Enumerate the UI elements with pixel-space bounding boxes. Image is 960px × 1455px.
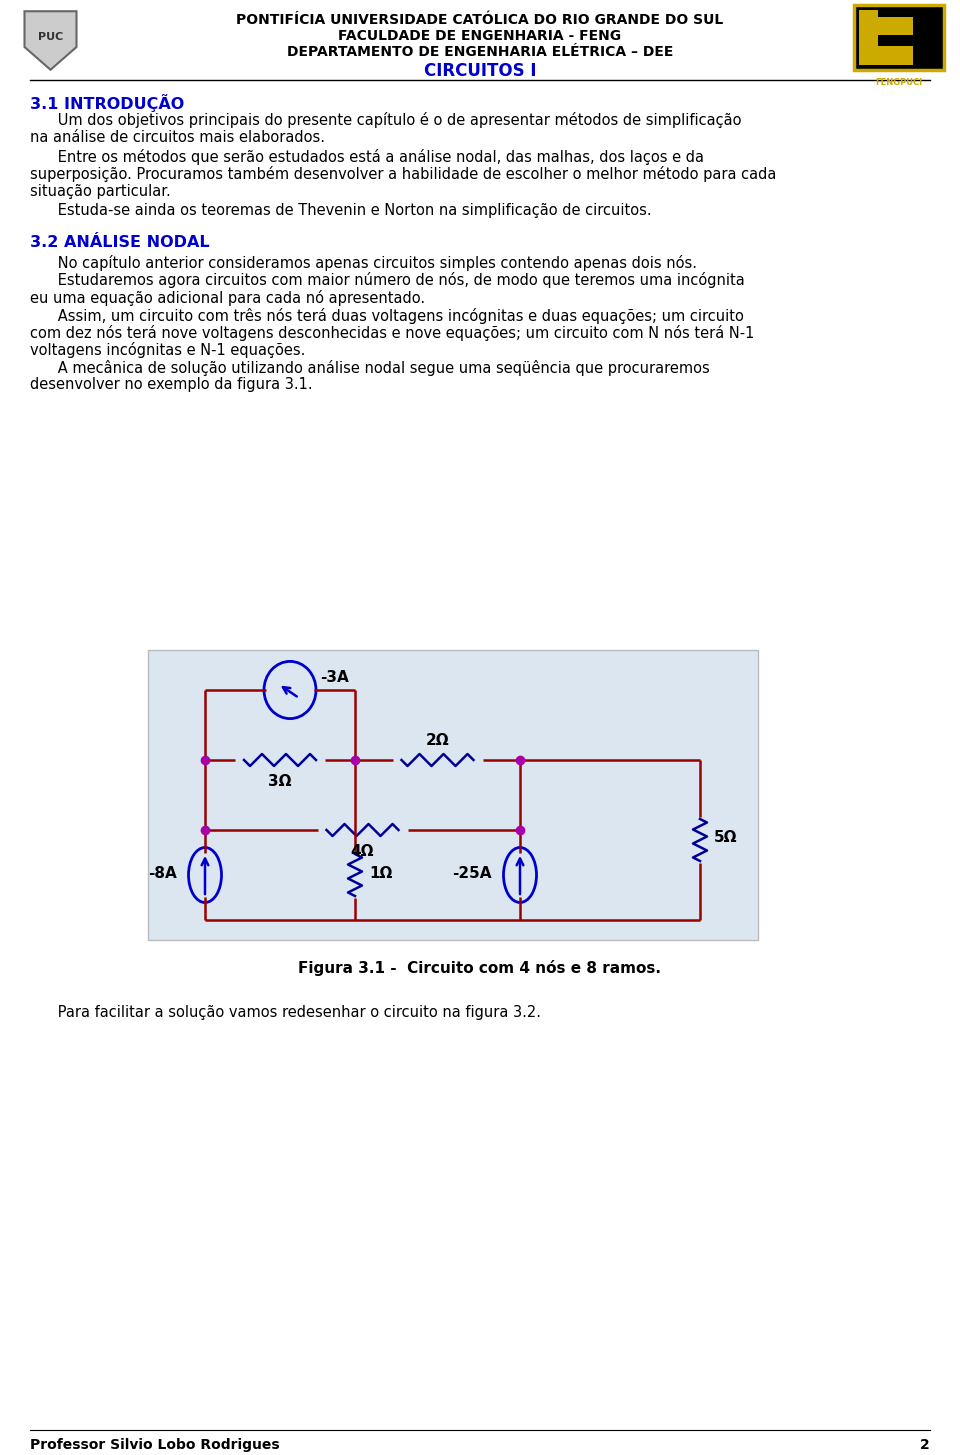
Text: 3.1 INTRODUÇÃO: 3.1 INTRODUÇÃO (30, 95, 184, 112)
Text: Um dos objetivos principais do presente capítulo é o de apresentar métodos de si: Um dos objetivos principais do presente … (30, 112, 741, 128)
Text: Estuda-se ainda os teoremas de Thevenin e Norton na simplificação de circuitos.: Estuda-se ainda os teoremas de Thevenin … (30, 204, 652, 218)
Text: -3A: -3A (320, 669, 348, 684)
Text: No capítulo anterior consideramos apenas circuitos simples contendo apenas dois : No capítulo anterior consideramos apenas… (30, 255, 697, 271)
Text: Para facilitar a solução vamos redesenhar o circuito na figura 3.2.: Para facilitar a solução vamos redesenha… (30, 1005, 541, 1020)
Text: Estudaremos agora circuitos com maior número de nós, de modo que teremos uma inc: Estudaremos agora circuitos com maior nú… (30, 272, 745, 288)
Text: Professor Silvio Lobo Rodrigues: Professor Silvio Lobo Rodrigues (30, 1438, 279, 1452)
Text: PONTIFÍCIA UNIVERSIDADE CATÓLICA DO RIO GRANDE DO SUL: PONTIFÍCIA UNIVERSIDADE CATÓLICA DO RIO … (236, 13, 724, 28)
Bar (148, 650, 758, 940)
Text: 2: 2 (921, 1438, 930, 1452)
Text: Figura 3.1 -  Circuito com 4 nós e 8 ramos.: Figura 3.1 - Circuito com 4 nós e 8 ramo… (299, 960, 661, 976)
Text: voltagens incógnitas e N-1 equações.: voltagens incógnitas e N-1 equações. (30, 342, 305, 358)
Text: com dez nós terá nove voltagens desconhecidas e nove equações; um circuito com N: com dez nós terá nove voltagens desconhe… (30, 324, 755, 340)
Text: desenvolver no exemplo da figura 3.1.: desenvolver no exemplo da figura 3.1. (30, 377, 313, 393)
Text: PUC: PUC (37, 32, 63, 42)
Text: situação particular.: situação particular. (30, 183, 171, 199)
Text: CIRCUITOS I: CIRCUITOS I (423, 63, 537, 80)
Text: -8A: -8A (148, 866, 177, 880)
Text: 5Ω: 5Ω (714, 831, 737, 845)
Text: 3.2 ANÁLISE NODAL: 3.2 ANÁLISE NODAL (30, 236, 209, 250)
Text: 3Ω: 3Ω (268, 774, 292, 789)
Bar (854, 4, 944, 70)
Text: 4Ω: 4Ω (350, 844, 374, 858)
Text: superposição. Procuramos também desenvolver a habilidade de escolher o melhor mé: superposição. Procuramos também desenvol… (30, 166, 777, 182)
Text: -25A: -25A (452, 866, 492, 880)
Text: eu uma equação adicional para cada nó apresentado.: eu uma equação adicional para cada nó ap… (30, 290, 425, 306)
Text: 1Ω: 1Ω (369, 866, 393, 880)
Bar (878, 17, 913, 35)
Text: 2Ω: 2Ω (425, 733, 449, 748)
Text: DEPARTAMENTO DE ENGENHARIA ELÉTRICA – DEE: DEPARTAMENTO DE ENGENHARIA ELÉTRICA – DE… (287, 45, 673, 60)
Bar (859, 10, 878, 65)
Text: na análise de circuitos mais elaborados.: na análise de circuitos mais elaborados. (30, 129, 325, 144)
Text: Entre os métodos que serão estudados está a análise nodal, das malhas, dos laços: Entre os métodos que serão estudados est… (30, 148, 704, 164)
Text: Assim, um circuito com três nós terá duas voltagens incógnitas e duas equações; : Assim, um circuito com três nós terá dua… (30, 307, 744, 323)
Text: FACULDADE DE ENGENHARIA - FENG: FACULDADE DE ENGENHARIA - FENG (339, 29, 621, 44)
Text: A mecânica de solução utilizando análise nodal segue uma seqüência que procurare: A mecânica de solução utilizando análise… (30, 359, 709, 375)
Polygon shape (25, 12, 77, 70)
Bar (878, 47, 913, 65)
Text: FENGPUCI: FENGPUCI (876, 79, 923, 87)
